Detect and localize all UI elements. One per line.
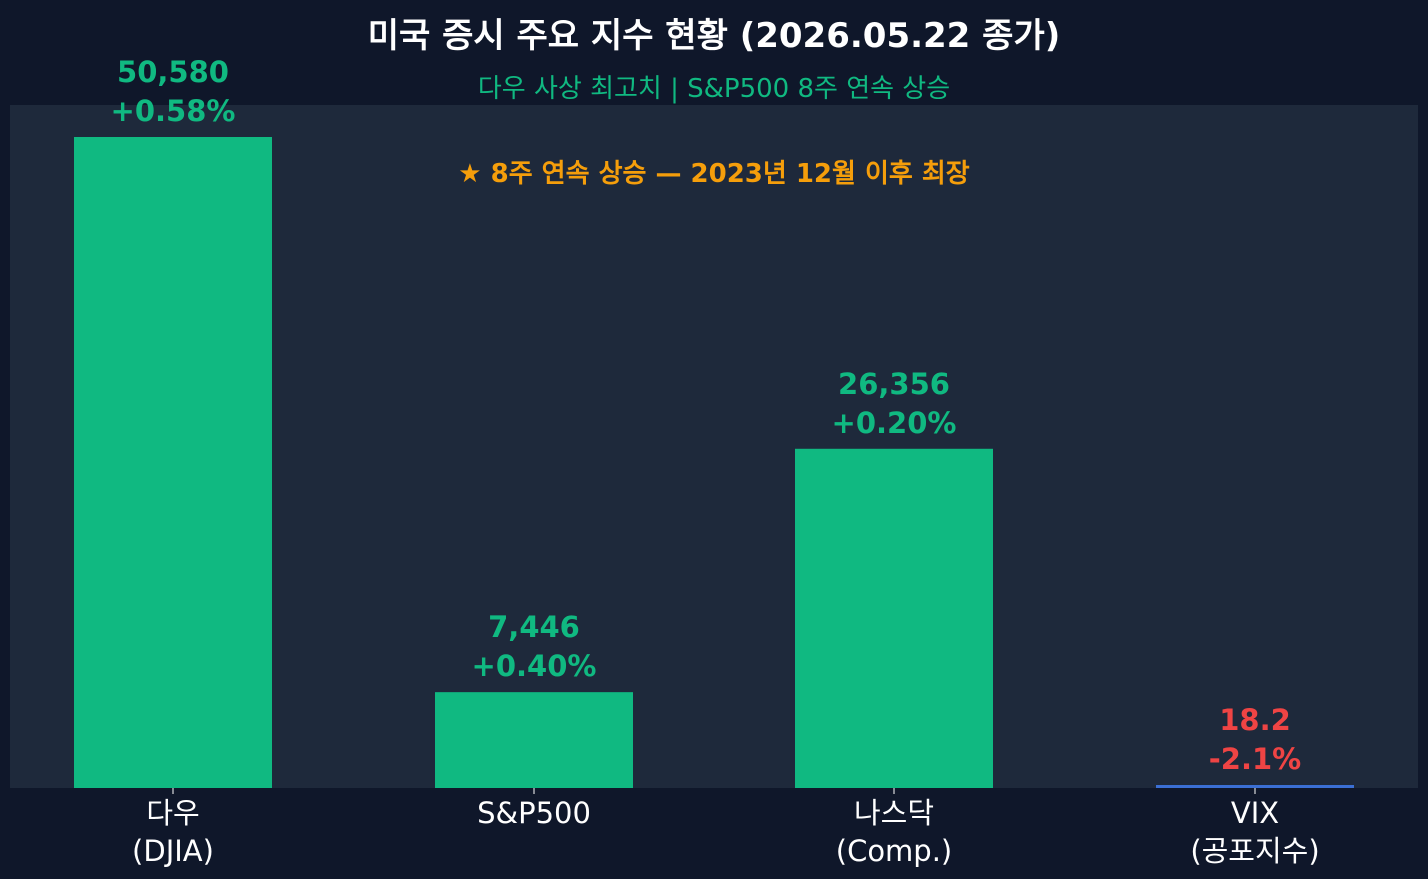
change-label-0: +0.58% (111, 94, 236, 128)
bar-3 (1156, 785, 1354, 788)
change-label-1: +0.40% (472, 649, 597, 683)
bar-2 (795, 448, 993, 788)
bars-group (74, 137, 1354, 788)
value-label-0: 50,580 (117, 55, 229, 89)
x-tick-label-0-0: 다우 (146, 796, 199, 830)
chart-annotation: ★ 8주 연속 상승 — 2023년 12월 이후 최장 (458, 159, 970, 189)
change-label-2: +0.20% (832, 406, 957, 440)
x-tick-label-3-0: VIX (1231, 796, 1279, 830)
x-tick-label-0-1: (DJIA) (132, 834, 214, 868)
chart-subtitle: 다우 사상 최고치 | S&P500 8주 연속 상승 (477, 74, 951, 104)
bar-0 (74, 137, 272, 788)
chart-title: 미국 증시 주요 지수 현황 (2026.05.22 종가) (367, 16, 1061, 56)
x-tick-labels: 다우 (DJIA) S&P500 나스닥 (Comp.) VIX (공포지수) (132, 788, 1320, 868)
labels-group: 50,580 +0.58% 7,446 +0.40% 26,356 +0.20% 18.2 -… (111, 55, 1302, 776)
value-label-1: 7,446 (488, 610, 580, 644)
x-tick-label-3-1: (공포지수) (1190, 834, 1319, 868)
x-tick-label-1-0: S&P500 (477, 796, 591, 830)
x-tick-label-2-0: 나스닥 (854, 796, 934, 830)
x-tick-label-2-1: (Comp.) (836, 834, 953, 868)
value-label-2: 26,356 (838, 367, 950, 401)
change-label-3: -2.1% (1209, 742, 1301, 776)
value-label-3: 18.2 (1219, 703, 1291, 737)
bar-1 (435, 692, 633, 788)
